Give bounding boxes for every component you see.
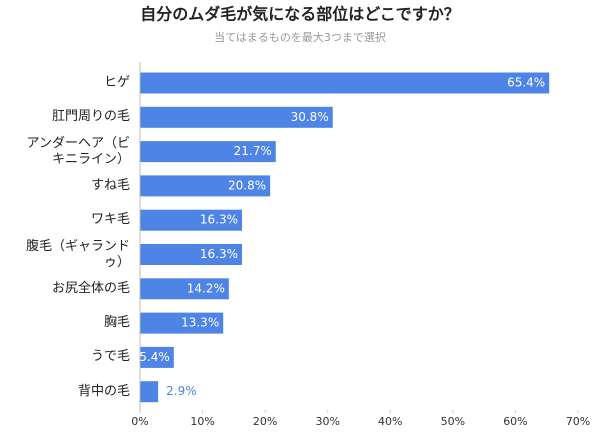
category-label: アンダーヘア（ビキニライン） bbox=[26, 135, 130, 167]
category-label: ヒゲ bbox=[103, 75, 130, 90]
bar bbox=[140, 278, 229, 300]
x-tick-label: 50% bbox=[441, 415, 465, 428]
x-tick-label: 0% bbox=[131, 415, 148, 428]
value-label: 5.4% bbox=[139, 350, 170, 364]
value-label: 14.2% bbox=[187, 281, 225, 295]
category-label: うで毛 bbox=[90, 349, 130, 365]
x-tick-label: 70% bbox=[566, 415, 590, 428]
bar bbox=[140, 141, 276, 163]
category-label: 背中の毛 bbox=[77, 383, 130, 399]
category-label: すね毛 bbox=[90, 177, 130, 193]
x-tick-label: 40% bbox=[378, 415, 402, 428]
chart-title: 自分のムダ毛が気になる部位はどこですか？ bbox=[140, 5, 460, 24]
bar bbox=[140, 381, 159, 403]
value-label: 2.9% bbox=[166, 384, 197, 398]
value-label: 20.8% bbox=[228, 178, 266, 192]
value-label: 16.3% bbox=[200, 213, 238, 227]
bar bbox=[140, 209, 242, 231]
value-label: 65.4% bbox=[507, 76, 545, 90]
value-label: 30.8% bbox=[291, 110, 329, 124]
category-label: 胸毛 bbox=[103, 315, 130, 331]
x-tick-label: 30% bbox=[315, 415, 339, 428]
bar bbox=[140, 106, 333, 128]
value-label: 21.7% bbox=[234, 144, 272, 158]
bar bbox=[140, 175, 271, 197]
bar bbox=[140, 346, 174, 368]
bar bbox=[140, 312, 224, 334]
bar bbox=[140, 244, 242, 265]
category-label: 肛門周りの毛 bbox=[51, 109, 130, 125]
value-label: 16.3% bbox=[200, 247, 238, 261]
x-tick-label: 10% bbox=[190, 415, 214, 428]
category-label: お尻全体の毛 bbox=[51, 280, 130, 296]
chart-subtitle: 当てはまるものを最大3つまで選択 bbox=[214, 30, 386, 44]
category-label: ワキ毛 bbox=[90, 212, 130, 228]
value-label: 13.3% bbox=[181, 316, 219, 330]
x-tick-label: 20% bbox=[253, 415, 277, 428]
bar bbox=[140, 72, 550, 94]
x-tick-label: 60% bbox=[503, 415, 527, 428]
category-label: 腹毛（ギャランドゥ） bbox=[25, 238, 130, 270]
